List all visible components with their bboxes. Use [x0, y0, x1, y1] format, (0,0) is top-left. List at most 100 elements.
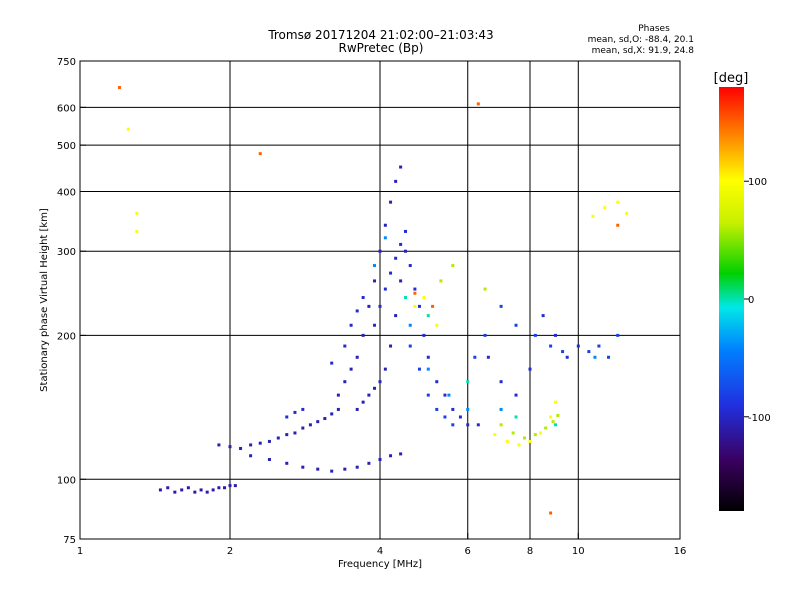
data-point [514, 323, 518, 327]
y-tick-label: 300 [57, 247, 76, 258]
data-point [285, 433, 289, 437]
data-point [373, 264, 377, 268]
x-tick-label: 4 [377, 546, 383, 557]
data-point [349, 367, 353, 371]
colorbar-tick-label: 0 [748, 295, 754, 306]
data-point [293, 410, 297, 414]
data-point [223, 486, 227, 490]
data-point [166, 486, 170, 490]
data-point [349, 323, 353, 327]
data-point [389, 200, 393, 204]
x-tick-label: 2 [227, 546, 233, 557]
data-point [435, 380, 439, 384]
data-point [330, 469, 334, 473]
data-point [193, 490, 197, 494]
data-point [443, 393, 447, 397]
data-point [466, 380, 470, 384]
data-point [511, 431, 515, 435]
data-point [422, 333, 426, 337]
data-point [399, 242, 403, 246]
data-point [361, 333, 365, 337]
data-point [553, 423, 557, 427]
data-points [117, 86, 629, 515]
data-point [293, 431, 297, 435]
data-point [249, 454, 253, 458]
data-point [408, 344, 412, 348]
data-point [556, 413, 560, 417]
y-tick-label: 100 [57, 475, 76, 486]
x-tick-label: 6 [465, 546, 471, 557]
data-point [443, 415, 447, 419]
data-point [336, 393, 340, 397]
data-point [483, 287, 487, 291]
data-point [367, 304, 371, 308]
data-point [451, 423, 455, 427]
data-point [373, 386, 377, 390]
data-point [378, 249, 382, 253]
data-point [355, 355, 359, 359]
data-point [593, 355, 597, 359]
data-point [173, 490, 177, 494]
data-point [403, 249, 407, 253]
data-point [308, 423, 312, 427]
data-point [217, 486, 221, 490]
colorbar [719, 87, 744, 511]
data-point [528, 439, 532, 443]
data-point [135, 211, 139, 215]
data-point [466, 423, 470, 427]
data-point [403, 296, 407, 300]
data-point [576, 344, 580, 348]
data-point [158, 488, 162, 492]
grid-lines [80, 61, 680, 539]
data-point [383, 236, 387, 240]
data-point [228, 484, 232, 488]
y-axis-label: Stationary phase Virtual Height [km] [39, 208, 50, 392]
data-point [383, 287, 387, 291]
colorbar-tick-label: -100 [748, 413, 771, 424]
data-point [378, 457, 382, 461]
data-point [616, 223, 620, 227]
data-point [205, 490, 209, 494]
data-point [426, 367, 430, 371]
data-point [587, 350, 591, 354]
data-point [180, 488, 184, 492]
data-point [597, 344, 601, 348]
data-point [435, 323, 439, 327]
colorbar-tick-label: 100 [748, 177, 767, 188]
data-point [343, 344, 347, 348]
data-point [378, 380, 382, 384]
data-point [451, 407, 455, 411]
data-point [413, 287, 417, 291]
colorbar-ticks: -100 0 100 [744, 177, 771, 424]
data-point [336, 407, 340, 411]
y-axis-ticks: 75 100 200 300 400 500 600 750 [57, 57, 86, 546]
phases-title: Phases [638, 24, 670, 34]
data-point [389, 454, 393, 458]
data-point [499, 380, 503, 384]
data-point [135, 229, 139, 233]
data-point [301, 426, 305, 430]
y-tick-label: 750 [57, 57, 76, 68]
x-tick-label: 16 [674, 546, 687, 557]
data-point [499, 423, 503, 427]
data-point [301, 407, 305, 411]
data-point [373, 323, 377, 327]
data-point [408, 264, 412, 268]
data-point [422, 296, 426, 300]
data-point [466, 407, 470, 411]
data-point [565, 355, 569, 359]
data-point [343, 380, 347, 384]
data-point [355, 309, 359, 313]
data-point [499, 407, 503, 411]
data-point [607, 355, 611, 359]
data-point [486, 355, 490, 359]
x-axis-label: Frequency [MHz] [338, 559, 422, 570]
data-point [394, 314, 398, 318]
data-point [249, 443, 253, 447]
data-point [625, 211, 629, 215]
data-point [394, 256, 398, 260]
data-point [458, 415, 462, 419]
data-point [505, 439, 509, 443]
data-point [211, 488, 215, 492]
data-point [616, 200, 620, 204]
